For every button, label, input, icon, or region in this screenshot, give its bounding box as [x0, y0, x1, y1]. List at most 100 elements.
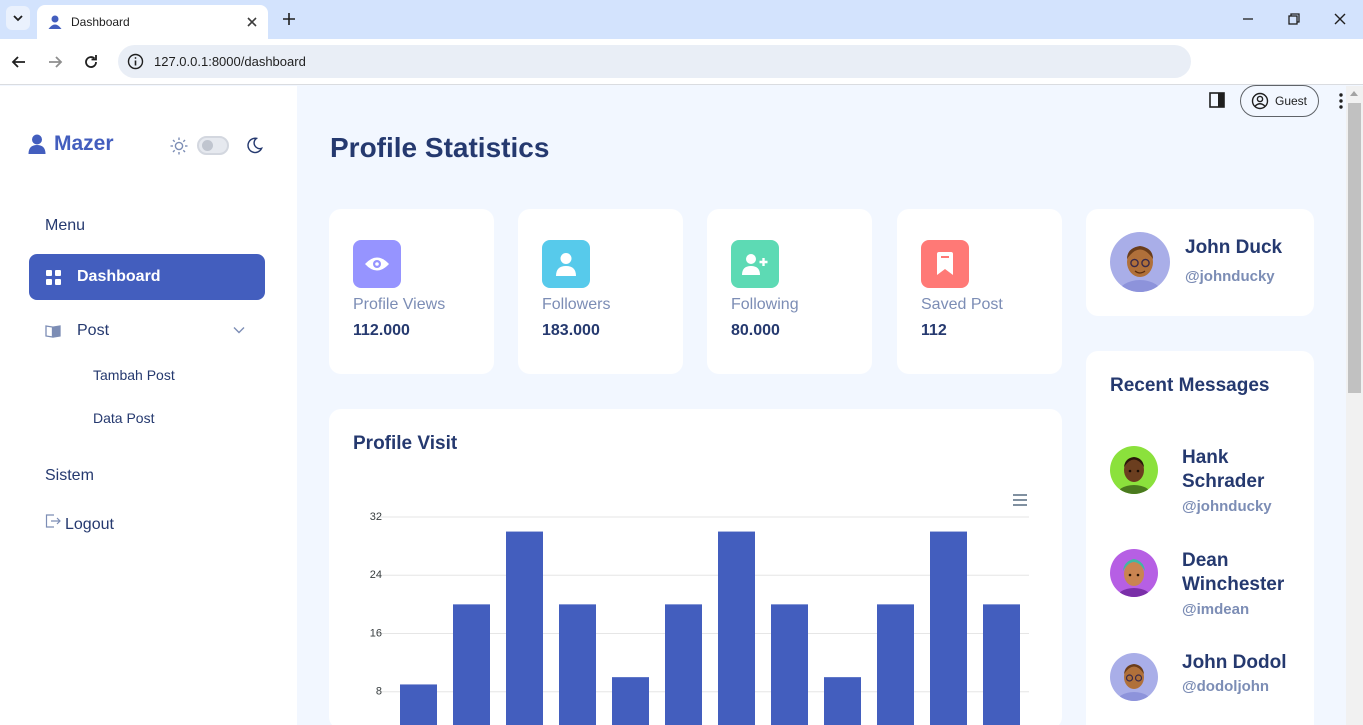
stat-value: 112.000 [353, 322, 410, 339]
avatar[interactable] [1110, 653, 1158, 701]
address-bar[interactable]: 127.0.0.1:8000/dashboard [118, 45, 1191, 78]
stat-card-following: Following 80.000 [707, 209, 872, 374]
message-sender-name[interactable]: Hank Schrader [1182, 447, 1265, 492]
user-icon [556, 253, 576, 276]
more-options-icon[interactable] [1332, 91, 1350, 111]
y-tick-label: 16 [370, 627, 382, 639]
sidebar-item-label: Dashboard [77, 268, 161, 285]
stat-card-saved-post: Saved Post 112 [897, 209, 1062, 374]
moon-icon [247, 137, 263, 154]
submenu-item-data-post[interactable]: Data Post [93, 410, 155, 426]
browser-tab-bar: Dashboard [0, 0, 1363, 39]
system-section-title: Sistem [45, 467, 94, 484]
avatar[interactable] [1110, 446, 1158, 494]
avatar[interactable] [1110, 232, 1170, 292]
logout-icon [45, 514, 61, 528]
chart-bar[interactable] [400, 684, 437, 725]
chart-bar[interactable] [612, 677, 649, 725]
minimize-icon[interactable] [1239, 10, 1257, 28]
avatar-illustration-icon [1110, 232, 1170, 292]
restore-icon[interactable] [1285, 10, 1303, 28]
message-sender-name[interactable]: Dean Winchester [1182, 550, 1285, 595]
message-sender-handle: @dodoljohn [1182, 678, 1270, 695]
menu-section-title: Menu [45, 217, 86, 234]
chart-menu-icon[interactable] [1012, 493, 1028, 507]
chart-bar[interactable] [559, 604, 596, 725]
avatar-illustration-icon [1110, 549, 1158, 597]
scroll-up-icon[interactable] [1350, 91, 1358, 96]
bookmark-icon [937, 252, 953, 275]
message-sender-handle: @imdean [1182, 601, 1250, 618]
message-sender-handle: @johnducky [1182, 498, 1272, 515]
chart-bar[interactable] [983, 604, 1020, 725]
bar-chart: 32 24 16 8 [370, 511, 1029, 725]
chart-title: Profile Visit [353, 433, 458, 454]
recent-messages-card: Recent Messages Hank Schrader @johnducky… [1086, 351, 1314, 725]
logout-link[interactable]: Logout [45, 514, 114, 534]
back-icon[interactable] [9, 52, 29, 72]
stat-icon-box [542, 240, 590, 288]
avatar-illustration-icon [1110, 446, 1158, 494]
chart-bar[interactable] [824, 677, 861, 725]
url-text: 127.0.0.1:8000/dashboard [154, 54, 306, 69]
profile-button[interactable]: Guest [1240, 85, 1319, 117]
sidebar-item-dashboard[interactable]: Dashboard [29, 254, 265, 300]
tab-search-button[interactable] [6, 6, 30, 30]
chart-bar[interactable] [718, 531, 755, 725]
sun-icon [170, 137, 188, 155]
stat-label: Followers [542, 296, 611, 313]
chart-bar[interactable] [930, 531, 967, 725]
close-window-icon[interactable] [1331, 10, 1349, 28]
stat-icon-box [353, 240, 401, 288]
sidebar-item-label: Post [77, 322, 110, 339]
stat-label: Following [731, 296, 799, 313]
stat-value: 183.000 [542, 322, 600, 339]
side-panel-icon[interactable] [1208, 91, 1226, 109]
message-sender-name[interactable]: John Dodol [1182, 652, 1287, 673]
chart-bar[interactable] [877, 604, 914, 725]
chevron-down-icon [13, 15, 23, 22]
book-icon [45, 325, 61, 338]
avatar[interactable] [1110, 549, 1158, 597]
y-tick-label: 8 [376, 686, 382, 698]
profile-label: Guest [1275, 94, 1308, 108]
user-favicon-icon [48, 15, 62, 29]
logout-label: Logout [65, 516, 114, 533]
chart-bar[interactable] [665, 604, 702, 725]
new-tab-icon[interactable] [280, 10, 298, 28]
site-info-icon[interactable] [127, 53, 144, 70]
y-tick-label: 32 [370, 511, 382, 523]
chart-bar[interactable] [771, 604, 808, 725]
close-tab-icon[interactable] [244, 14, 260, 30]
stat-label: Profile Views [353, 296, 446, 313]
profile-name: John Duck [1185, 237, 1283, 258]
account-circle-icon [1251, 92, 1269, 110]
chart-bar[interactable] [453, 604, 490, 725]
scrollbar-thumb[interactable] [1348, 103, 1361, 393]
messages-title: Recent Messages [1110, 375, 1270, 396]
profile-handle: @johnducky [1185, 268, 1275, 285]
brand-name: Mazer [54, 132, 114, 155]
sidebar-item-post[interactable]: Post [45, 322, 109, 340]
user-logo-icon [28, 134, 46, 154]
stat-label: Saved Post [921, 296, 1003, 313]
profile-visit-card: Profile Visit 32 24 16 8 [329, 409, 1062, 725]
tab-title: Dashboard [71, 15, 130, 29]
stat-value: 80.000 [731, 322, 780, 339]
page-title: Profile Statistics [330, 132, 550, 163]
chevron-down-icon[interactable] [232, 323, 246, 337]
y-tick-label: 24 [370, 569, 382, 581]
theme-toggle[interactable] [197, 136, 229, 155]
browser-toolbar: 127.0.0.1:8000/dashboard Guest [0, 39, 1363, 117]
reload-icon[interactable] [81, 52, 101, 72]
brand-logo[interactable]: Mazer [28, 132, 114, 156]
stat-card-followers: Followers 183.000 [518, 209, 683, 374]
page-scrollbar[interactable] [1346, 86, 1363, 725]
grid-icon [46, 269, 61, 285]
forward-icon[interactable] [45, 52, 65, 72]
profile-card: John Duck @johnducky [1086, 209, 1314, 316]
chart-bar[interactable] [506, 531, 543, 725]
browser-tab[interactable]: Dashboard [37, 5, 268, 39]
stat-icon-box [731, 240, 779, 288]
submenu-item-tambah-post[interactable]: Tambah Post [93, 367, 175, 383]
